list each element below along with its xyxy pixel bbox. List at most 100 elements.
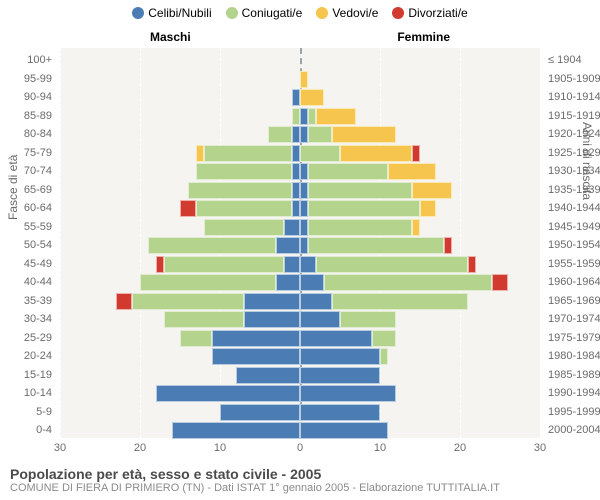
female-bar: [300, 422, 388, 439]
age-row: [60, 145, 540, 162]
age-row: [60, 200, 540, 217]
female-bar: [300, 274, 508, 291]
male-bar: [236, 367, 300, 384]
bar-segment-coniugati: [188, 182, 292, 199]
legend-label: Celibi/Nubili: [148, 6, 211, 20]
bar-segment-coniugati: [308, 108, 316, 125]
chart-title: Popolazione per età, sesso e stato civil…: [10, 466, 500, 482]
female-bar: [300, 163, 436, 180]
female-bar: [300, 89, 324, 106]
bar-segment-divorziati: [468, 256, 476, 273]
bar-segment-celibi: [300, 367, 380, 384]
bar-segment-celibi: [220, 404, 300, 421]
bar-segment-vedovi: [316, 108, 356, 125]
header-male: Maschi: [150, 30, 191, 44]
age-row: [60, 182, 540, 199]
bar-segment-celibi: [300, 311, 340, 328]
x-tick-label: 10: [374, 442, 386, 454]
bar-segment-vedovi: [412, 219, 420, 236]
bar-segment-coniugati: [308, 182, 412, 199]
birth-year-label: 1905-1909: [548, 73, 600, 85]
age-row: [60, 404, 540, 421]
bar-segment-coniugati: [132, 293, 244, 310]
legend-item: Vedovi/e: [316, 6, 378, 20]
female-bar: [300, 367, 380, 384]
bar-segment-divorziati: [444, 237, 452, 254]
female-bar: [300, 71, 308, 88]
bar-segment-celibi: [156, 385, 300, 402]
age-label: 50-54: [4, 239, 52, 251]
age-label: 70-74: [4, 165, 52, 177]
age-label: 80-84: [4, 128, 52, 140]
bar-segment-divorziati: [116, 293, 132, 310]
female-bar: [300, 348, 388, 365]
age-label: 55-59: [4, 221, 52, 233]
birth-year-label: 1965-1969: [548, 295, 600, 307]
bar-segment-celibi: [300, 237, 308, 254]
female-bar: [300, 108, 356, 125]
birth-year-label: 1995-1999: [548, 406, 600, 418]
x-tick-label: 0: [297, 442, 303, 454]
legend-item: Coniugati/e: [226, 6, 303, 20]
female-bar: [300, 311, 396, 328]
bar-segment-vedovi: [300, 89, 324, 106]
bar-segment-celibi: [300, 182, 308, 199]
bar-segment-celibi: [292, 145, 300, 162]
legend-item: Celibi/Nubili: [132, 6, 211, 20]
male-bar: [180, 330, 300, 347]
bar-segment-celibi: [284, 219, 300, 236]
bar-segment-celibi: [300, 385, 396, 402]
bar-segment-celibi: [276, 237, 300, 254]
female-bar: [300, 330, 396, 347]
bar-segment-coniugati: [204, 219, 284, 236]
age-row: [60, 219, 540, 236]
male-bar: [172, 422, 300, 439]
male-bar: [196, 163, 300, 180]
age-label: 15-19: [4, 369, 52, 381]
bar-segment-coniugati: [308, 126, 332, 143]
birth-year-label: 1960-1964: [548, 276, 600, 288]
bar-segment-celibi: [300, 256, 316, 273]
chart-subtitle: COMUNE DI FIERA DI PRIMIERO (TN) - Dati …: [10, 482, 500, 494]
age-row: [60, 311, 540, 328]
legend-label: Coniugati/e: [242, 6, 303, 20]
bar-segment-divorziati: [156, 256, 164, 273]
male-bar: [220, 404, 300, 421]
bar-segment-celibi: [300, 200, 308, 217]
birth-year-label: 1935-1939: [548, 184, 600, 196]
header-female: Femmine: [397, 30, 450, 44]
bar-segment-vedovi: [412, 182, 452, 199]
age-row: [60, 348, 540, 365]
bar-segment-celibi: [236, 367, 300, 384]
birth-year-label: 1930-1934: [548, 165, 600, 177]
male-bar: [212, 348, 300, 365]
bar-segment-coniugati: [268, 126, 292, 143]
bar-segment-celibi: [300, 404, 380, 421]
bar-segment-celibi: [300, 330, 372, 347]
female-bar: [300, 385, 396, 402]
bar-segment-coniugati: [324, 274, 492, 291]
age-row: [60, 108, 540, 125]
bar-segment-coniugati: [148, 237, 276, 254]
age-row: [60, 367, 540, 384]
male-bar: [292, 89, 300, 106]
plot-area: 100+≤ 190495-991905-190990-941910-191485…: [60, 48, 540, 438]
bar-segment-coniugati: [300, 145, 340, 162]
bar-segment-celibi: [212, 330, 300, 347]
male-bar: [164, 311, 300, 328]
legend-item: Divorziati/e: [392, 6, 467, 20]
birth-year-label: 1990-1994: [548, 387, 600, 399]
male-bar: [204, 219, 300, 236]
age-row: [60, 126, 540, 143]
age-label: 100+: [4, 54, 52, 66]
age-row: [60, 237, 540, 254]
bar-segment-celibi: [212, 348, 300, 365]
female-bar: [300, 219, 420, 236]
bar-segment-coniugati: [308, 237, 444, 254]
age-label: 60-64: [4, 202, 52, 214]
bar-segment-celibi: [300, 163, 308, 180]
bar-segment-vedovi: [196, 145, 204, 162]
female-bar: [300, 145, 420, 162]
bar-segment-celibi: [300, 348, 380, 365]
male-bar: [188, 182, 300, 199]
